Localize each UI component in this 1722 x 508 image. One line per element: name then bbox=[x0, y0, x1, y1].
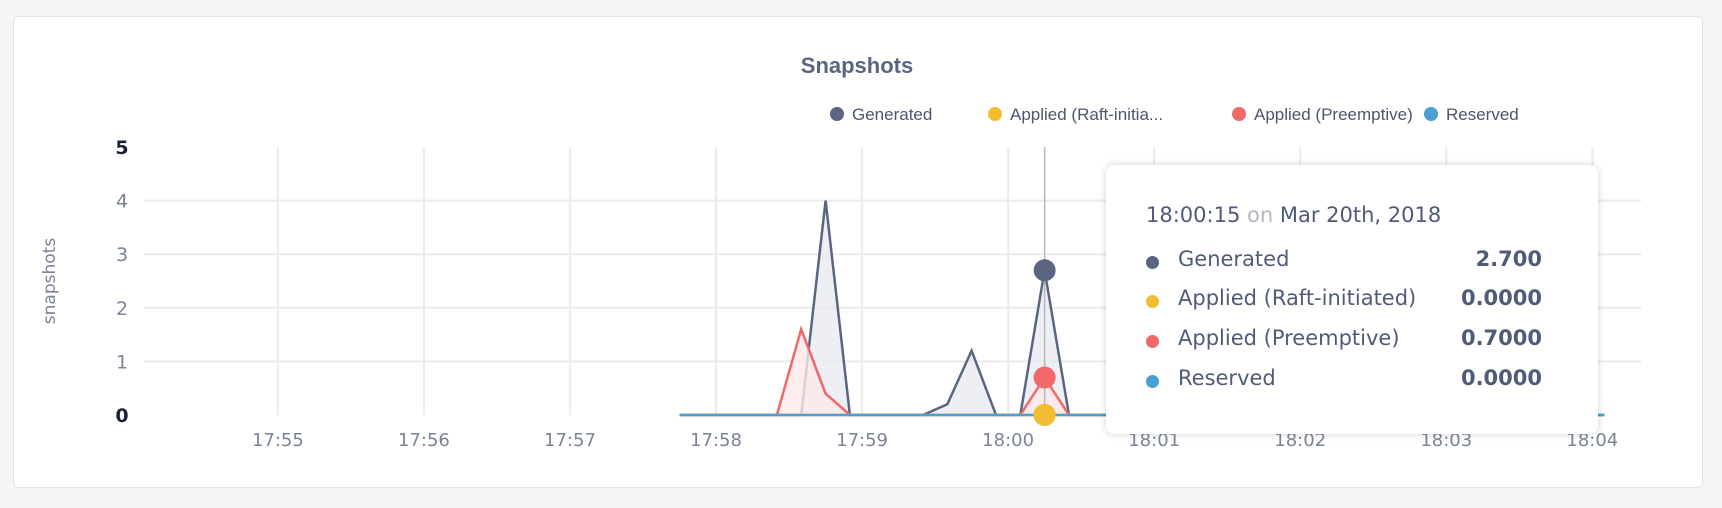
tooltip-row-raft: Applied (Raft-initiated) 0.0000 bbox=[1146, 286, 1542, 316]
legend-dot-icon bbox=[1424, 107, 1438, 121]
generated-dot-icon bbox=[1146, 256, 1159, 269]
legend-label: Reserved bbox=[1446, 105, 1519, 124]
reserved-dot-icon bbox=[1146, 375, 1159, 388]
x-tick-label: 18:01 bbox=[1128, 430, 1180, 451]
y-tick-label: 5 bbox=[115, 137, 128, 159]
hover-point bbox=[1033, 259, 1056, 282]
tooltip-row-generated: Generated 2.700 bbox=[1146, 247, 1542, 277]
tooltip-on: on bbox=[1247, 203, 1274, 227]
hover-point bbox=[1033, 404, 1056, 426]
tooltip-time: 18:00:15 bbox=[1146, 203, 1241, 227]
tooltip-date: Mar 20th, 2018 bbox=[1279, 203, 1442, 227]
x-tick-label: 18:02 bbox=[1274, 430, 1326, 451]
tooltip-value: 2.700 bbox=[1475, 247, 1542, 271]
tooltip-row-preemptive: Applied (Preemptive) 0.7000 bbox=[1146, 326, 1542, 356]
tooltip-value: 0.0000 bbox=[1460, 286, 1542, 310]
tooltip-value: 0.7000 bbox=[1460, 326, 1542, 350]
legend-dot-icon bbox=[988, 107, 1002, 121]
y-axis-label: snapshots bbox=[40, 238, 60, 325]
x-tick-label: 17:57 bbox=[544, 430, 596, 451]
legend-label: Generated bbox=[852, 105, 932, 124]
tooltip-label: Applied (Preemptive) bbox=[1178, 326, 1400, 350]
tooltip-label: Reserved bbox=[1178, 366, 1276, 390]
x-tick-label: 18:04 bbox=[1566, 430, 1618, 451]
y-tick-label: 1 bbox=[116, 351, 128, 373]
chart-title: Snapshots bbox=[801, 53, 913, 78]
legend-label: Applied (Raft-initia... bbox=[1010, 105, 1163, 124]
raft-dot-icon bbox=[1146, 295, 1159, 308]
tooltip-label: Generated bbox=[1178, 247, 1290, 271]
hover-point bbox=[1033, 366, 1056, 389]
y-tick-label: 4 bbox=[116, 191, 128, 213]
y-tick-label: 3 bbox=[116, 244, 128, 266]
y-tick-label: 0 bbox=[115, 405, 128, 427]
x-tick-label: 17:55 bbox=[252, 430, 304, 451]
x-tick-label: 18:03 bbox=[1420, 430, 1472, 451]
legend-dot-icon bbox=[830, 107, 844, 121]
legend-label: Applied (Preemptive) bbox=[1254, 105, 1413, 124]
tooltip-value: 0.0000 bbox=[1460, 366, 1542, 390]
tooltip-datetime: 18:00:15 on Mar 20th, 2018 bbox=[1146, 203, 1441, 227]
x-tick-label: 17:59 bbox=[836, 430, 888, 451]
tooltip-row-reserved: Reserved 0.0000 bbox=[1146, 366, 1542, 396]
preemptive-dot-icon bbox=[1146, 335, 1159, 348]
x-tick-label: 17:58 bbox=[690, 430, 742, 451]
x-tick-label: 17:56 bbox=[398, 430, 450, 451]
hover-tooltip: 18:00:15 on Mar 20th, 2018 Generated 2.70… bbox=[1106, 165, 1598, 434]
legend-dot-icon bbox=[1232, 107, 1246, 121]
y-tick-label: 2 bbox=[116, 298, 128, 320]
tooltip-label: Applied (Raft-initiated) bbox=[1178, 286, 1417, 310]
x-tick-label: 18:00 bbox=[982, 430, 1034, 451]
